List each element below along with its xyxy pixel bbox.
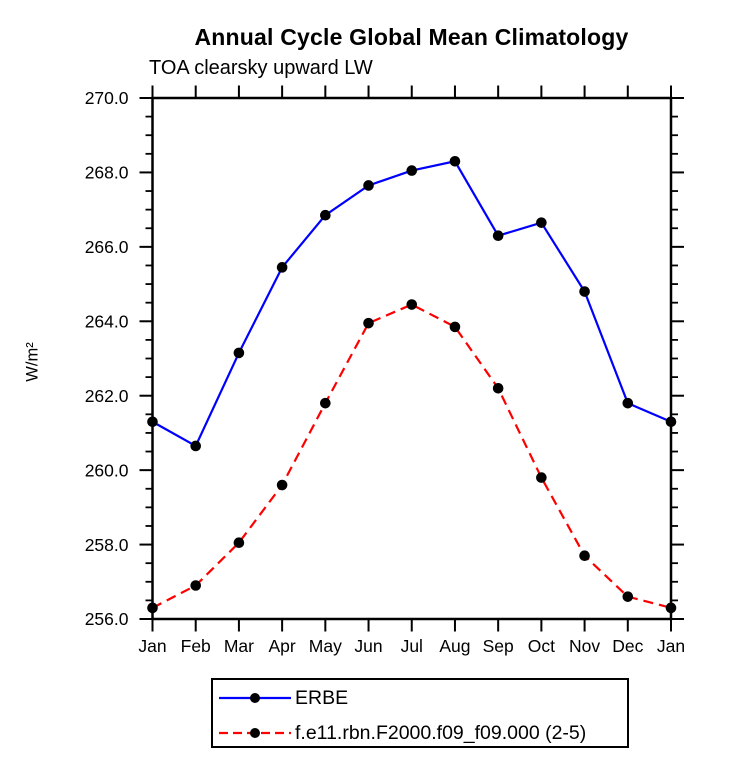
x-axis-tick-label: Jun (354, 636, 382, 656)
y-axis-tick-label: 270.0 (85, 88, 129, 108)
x-axis-tick-label: Feb (181, 636, 211, 656)
legend-item-model: f.e11.rbn.F2000.f09_f09.000 (2-5) (219, 721, 586, 745)
x-axis-tick-label: Apr (269, 636, 296, 656)
erbe-data-point (492, 230, 504, 241)
erbe-data-point (406, 165, 418, 176)
legend-line-sample-solid (219, 693, 291, 703)
model-data-point (320, 397, 331, 409)
x-axis-tick-label: Aug (439, 636, 470, 656)
model-data-point (492, 382, 504, 394)
y-axis-tick-label: 256.0 (85, 609, 129, 629)
y-axis-tick-label: 258.0 (85, 535, 129, 555)
erbe-data-point (622, 397, 634, 409)
x-axis-tick-label: Mar (224, 636, 254, 656)
model-data-point (622, 591, 634, 602)
erbe-data-point (363, 180, 374, 191)
erbe-data-point (665, 416, 677, 428)
x-axis-tick-label: May (309, 636, 342, 656)
plot-box (151, 96, 673, 621)
model-data-point (147, 602, 158, 614)
y-axis-tick-label: 264.0 (85, 311, 129, 331)
erbe-data-point (147, 416, 158, 428)
chart-subtitle: TOA clearsky upward LW (149, 57, 373, 79)
legend: ERBE f.e11.rbn.F2000.f09_f09.000 (2-5) (211, 678, 629, 748)
model-data-point (233, 537, 245, 549)
model-data-point (579, 550, 590, 562)
legend-item-erbe: ERBE (219, 686, 348, 710)
model-data-point (276, 479, 288, 491)
x-axis-tick-label: Sep (483, 636, 514, 656)
y-axis-tick-label: 260.0 (85, 460, 129, 480)
erbe-data-point (320, 209, 331, 221)
model-line (151, 303, 672, 609)
erbe-data-point (190, 440, 202, 452)
chart-title: Annual Cycle Global Mean Climatology (194, 24, 629, 50)
model-data-point (406, 299, 418, 310)
x-axis-tick-label: Jan (138, 636, 166, 656)
erbe-data-point (276, 262, 288, 273)
model-data-point (536, 472, 547, 483)
legend-marker-dot-icon (250, 728, 260, 738)
legend-line-sample-dashed (219, 728, 291, 738)
model-data-point (190, 580, 202, 591)
erbe-data-point (579, 286, 590, 297)
y-axis-tick-label: 268.0 (85, 163, 129, 183)
erbe-data-point (449, 155, 461, 167)
erbe-data-point (233, 347, 245, 359)
model-data-point (665, 602, 677, 614)
legend-marker-dot-icon (250, 693, 260, 703)
x-axis-tick-label: Jan (657, 636, 685, 656)
y-axis-tick-label: 266.0 (85, 237, 129, 257)
x-axis-tick-label: Oct (528, 636, 555, 656)
model-data-point (449, 321, 461, 333)
erbe-data-point (536, 217, 547, 228)
x-axis-tick-label: Dec (612, 636, 643, 656)
y-axis-tick-label: 262.0 (85, 386, 129, 406)
x-axis-tick-label: Nov (569, 636, 600, 656)
model-data-point (363, 317, 374, 329)
legend-label: ERBE (295, 686, 349, 709)
legend-label: f.e11.rbn.F2000.f09_f09.000 (2-5) (295, 721, 587, 744)
x-axis-tick-label: Jul (401, 636, 423, 656)
